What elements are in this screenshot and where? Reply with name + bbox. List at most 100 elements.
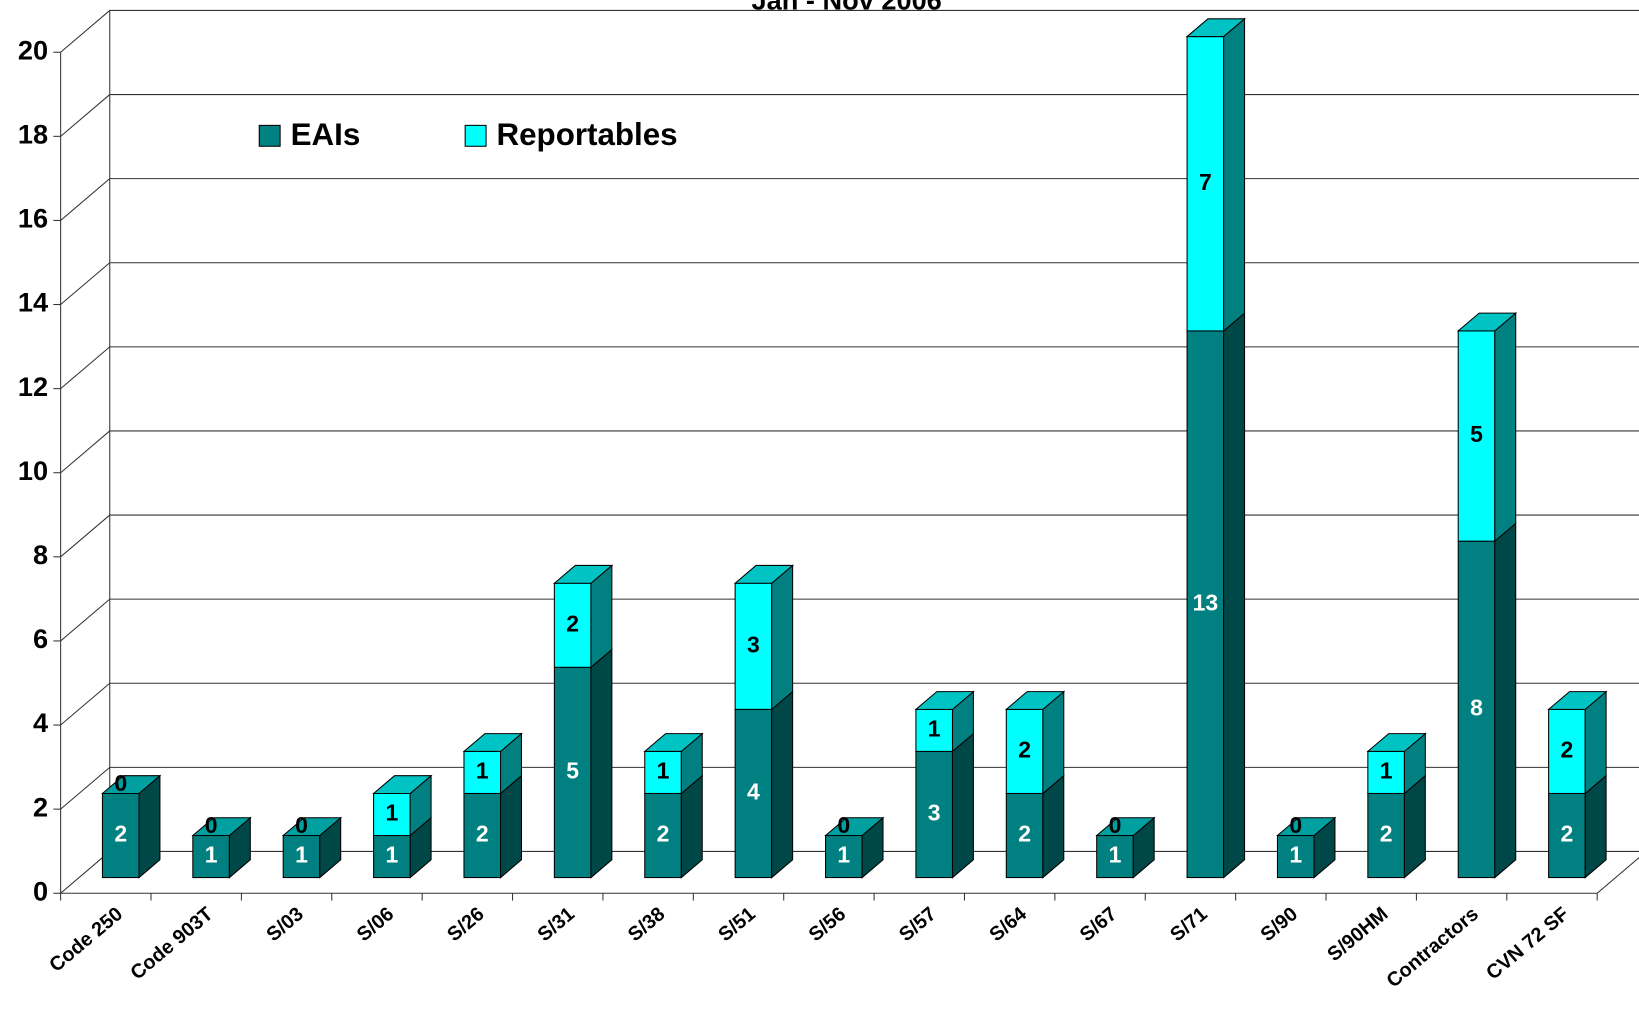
data-label: 13 (1193, 589, 1219, 615)
bar-front (1186, 36, 1225, 332)
x-tick-label-group: CVN 72 SF (1482, 903, 1573, 984)
x-tick-label-group: S/51 (714, 903, 759, 946)
bar-segment (463, 732, 522, 795)
x-tick-label: Code 250 (45, 903, 127, 977)
data-label: 2 (1380, 821, 1393, 847)
data-label: 0 (837, 812, 850, 838)
y-tick-label: 10 (18, 455, 48, 486)
data-label: 1 (837, 842, 850, 868)
grid-line (60, 94, 1639, 137)
data-label: 5 (1470, 421, 1483, 447)
x-tick-label: S/31 (534, 903, 579, 946)
bar-front (915, 708, 954, 752)
bar-segment (734, 690, 794, 879)
bar-top (914, 691, 975, 710)
bar-front (101, 792, 140, 879)
x-tick-label-group: S/64 (985, 903, 1030, 946)
bar-top (462, 733, 523, 752)
bar-front (463, 750, 502, 794)
y-tick-label: 2 (33, 791, 48, 822)
x-tick-label: CVN 72 SF (1482, 903, 1573, 984)
data-label: 2 (566, 610, 579, 636)
x-tick-label: S/26 (443, 903, 488, 946)
data-label: 2 (1018, 736, 1031, 762)
x-tick-label: S/64 (985, 903, 1030, 946)
bar-side (1223, 312, 1246, 879)
bar-front (373, 792, 411, 837)
x-tick-label-group: S/57 (895, 903, 940, 946)
bar-front (373, 834, 411, 879)
x-tick-label: S/06 (353, 903, 398, 946)
grid-line (60, 514, 1639, 558)
x-tick-label: Code 903T (126, 903, 217, 984)
grid-line (60, 9, 1639, 53)
bar-segment (915, 732, 974, 879)
data-label: 0 (1289, 812, 1302, 838)
y-tick-label: 12 (18, 371, 48, 402)
grid-line (60, 598, 1639, 642)
bar-top (643, 733, 704, 752)
legend-swatch (258, 124, 281, 147)
bar-segment (1457, 312, 1517, 543)
data-label: 1 (385, 842, 398, 868)
grid-line (60, 178, 1639, 221)
data-label: 0 (295, 812, 308, 838)
bar-segment (373, 816, 432, 879)
data-label: 0 (1109, 812, 1122, 838)
y-tick-label: 18 (18, 119, 48, 150)
bar-top (1547, 691, 1608, 710)
data-label: 1 (657, 758, 670, 784)
data-label: 1 (385, 800, 398, 826)
data-label: 2 (1561, 821, 1574, 847)
bar-segment (915, 690, 974, 753)
bar-segment (1096, 816, 1155, 879)
y-tick-label: 20 (18, 34, 48, 65)
data-label: 3 (747, 631, 760, 657)
grid-line (60, 682, 1639, 726)
bar-segment (101, 774, 161, 879)
y-tick-label: 8 (33, 539, 48, 570)
x-tick-label: S/56 (805, 903, 850, 946)
chart-title: Jan - Nov 2006 (752, 0, 942, 15)
grid-line (60, 262, 1639, 305)
bar-top (1366, 733, 1427, 752)
y-tick-label: 0 (33, 875, 48, 906)
bar-top (1456, 312, 1518, 332)
bar-segment (1367, 774, 1426, 879)
x-tick-label-group: S/26 (443, 903, 488, 946)
data-label: 1 (476, 758, 489, 784)
x-tick-label: S/67 (1076, 903, 1121, 946)
bar-top (824, 817, 885, 837)
data-label: 8 (1470, 694, 1483, 720)
bar-side (1494, 522, 1517, 879)
bar-top (281, 817, 343, 837)
bar-segment (1005, 774, 1065, 879)
x-tick-label: S/38 (624, 903, 669, 946)
bar-top (191, 817, 252, 837)
bar-top (1095, 817, 1156, 837)
data-label: 5 (566, 758, 579, 784)
data-label: 1 (928, 715, 941, 741)
x-tick-label: S/90HM (1323, 903, 1392, 966)
x-tick-label: S/90 (1257, 903, 1302, 946)
x-tick-label-group: Code 250 (45, 903, 127, 977)
bar-side (771, 564, 794, 711)
x-tick-label-group: S/56 (805, 903, 850, 946)
grid-line (60, 430, 1639, 474)
bar-segment (192, 816, 251, 879)
bar-side (1223, 17, 1246, 333)
legend-label: Reportables (497, 117, 678, 152)
bar-segment (1186, 312, 1246, 879)
data-label: 2 (1018, 821, 1031, 847)
bar-segment (463, 774, 522, 879)
bar-front (1096, 834, 1134, 879)
data-label: 1 (295, 842, 308, 868)
data-label: 1 (205, 842, 218, 868)
bar-front (1005, 792, 1044, 879)
x-tick-label-group: S/90 (1257, 903, 1302, 946)
bar-segment (1367, 732, 1426, 795)
bar-top (1004, 691, 1066, 710)
bar-segment (1186, 17, 1246, 333)
x-tick-label-group: S/06 (353, 903, 398, 946)
